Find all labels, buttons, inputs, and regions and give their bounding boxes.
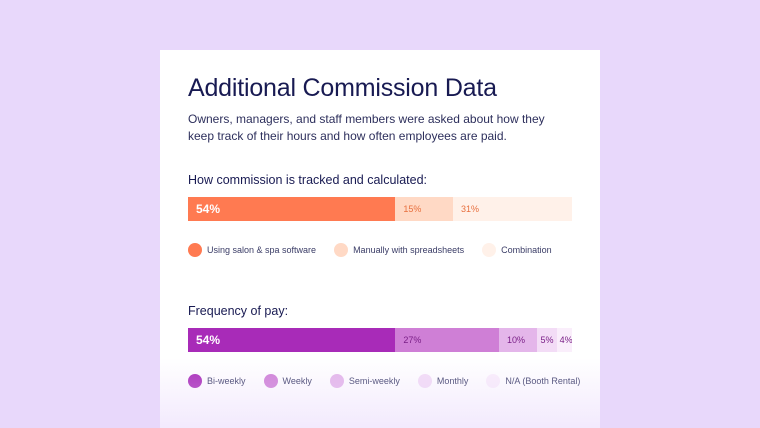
stacked-bar-commission-tracking: 54% 15% 31% [188,197,572,221]
legend-label: Monthly [436,376,469,386]
bar-segment-label: 54% [196,333,221,347]
bottom-fade [160,358,600,428]
legend-swatch [486,374,501,388]
bar-segment-label: 15% [403,204,422,214]
legend-label: Combination [501,245,552,255]
bar-segment-label: 27% [403,335,422,345]
legend-swatch [334,243,349,257]
legend-label: N/A (Booth Rental) [505,376,581,386]
legend-label: Semi-weekly [348,376,400,386]
legend-item: Weekly [263,374,312,388]
legend-commission-tracking: Using salon & spa software Manually with … [188,243,552,257]
legend-frequency-of-pay: Bi-weekly Weekly Semi-weekly Monthly N/A (Bo… [188,374,580,388]
legend-item: Using salon & spa software [188,243,316,257]
legend-label: Using salon & spa software [207,245,317,255]
commission-card: Additional Commission Data Owners, manag… [160,50,600,428]
card-subtitle: Owners, managers, and staff members were… [188,112,545,143]
bar-segment-using-salon-spa-software: 54% [188,197,396,221]
legend-item: Combination [482,243,552,257]
legend-item: Bi-weekly [188,374,246,388]
bar-segment-bi-weekly: 54% [188,328,396,352]
legend-label: Bi-weekly [207,376,246,386]
chart-title-commission-tracking: How commission is tracked and calculated… [188,173,427,187]
bar-segment-label: 10% [507,335,526,345]
legend-item: Semi-weekly [329,374,400,388]
bar-segment-weekly: 27% [395,328,500,352]
legend-swatch [329,374,344,388]
legend-item: Monthly [417,374,469,388]
stacked-bar-frequency-of-pay: 54% 27% 10% 5% 4% [188,328,572,352]
bar-segment-combination: 31% [452,197,572,221]
bar-segment-semi-weekly: 10% [499,328,538,352]
bar-segment-label: 54% [196,202,221,216]
legend-swatch [188,374,202,388]
legend-swatch [263,374,278,388]
bar-segment-label: 31% [460,204,479,214]
legend-label: Weekly [282,376,312,386]
bar-segment-n-a-booth-rental: 4% [556,328,572,352]
legend-swatch [417,374,432,388]
bar-segment-monthly: 5% [537,328,557,352]
legend-swatch [188,243,202,257]
bar-segment-manually-with-spreadsheets: 15% [395,197,453,221]
bar-segment-label: 4% [559,335,572,345]
card-title: Additional Commission Data [188,74,497,102]
legend-item: Manually with spreadsheets [334,243,464,257]
chart-title-frequency-of-pay: Frequency of pay: [188,304,289,318]
legend-label: Manually with spreadsheets [353,245,465,255]
bar-segment-label: 5% [540,335,554,345]
legend-item: N/A (Booth Rental) [486,374,580,388]
legend-swatch [482,243,497,257]
